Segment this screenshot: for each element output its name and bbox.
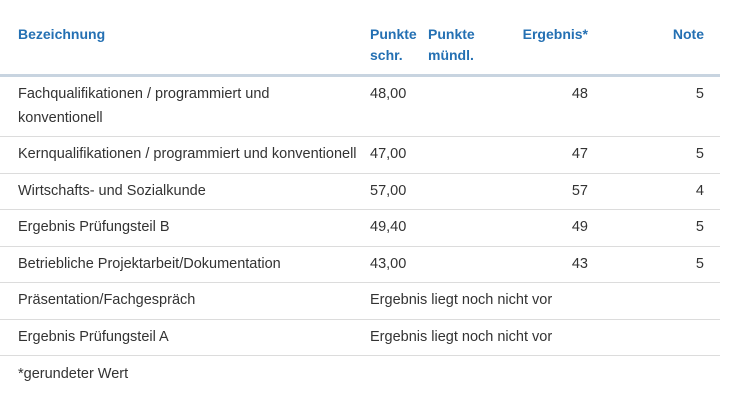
table-row-pending: Ergebnis Prüfungsteil A Ergebnis liegt n… (0, 319, 720, 356)
row-punkte-schr: 43,00 (364, 246, 422, 283)
column-header-punkte-muendl-line1: Punkte (428, 26, 475, 42)
table-row: Wirtschafts- und Sozialkunde 57,00 57 4 (0, 173, 720, 210)
column-header-ergebnis: Ergebnis* (497, 0, 594, 77)
footnote: *gerundeter Wert (18, 366, 129, 382)
row-note: 5 (594, 136, 720, 174)
column-header-punkte-schr-line1: Punkte (370, 26, 417, 42)
row-name: Präsentation/Fachgespräch (0, 282, 364, 320)
table-row: Fachqualifikationen / programmiert und k… (0, 75, 720, 137)
row-name: Ergebnis Prüfungsteil B (0, 209, 364, 247)
row-punkte-muendl (422, 246, 497, 283)
row-name: Wirtschafts- und Sozialkunde (0, 173, 364, 210)
row-name: Betriebliche Projektarbeit/Dokumentation (0, 246, 364, 283)
row-ergebnis: 57 (497, 173, 594, 210)
row-punkte-muendl (422, 136, 497, 174)
column-header-punkte-schr: Punkte schr. (364, 0, 422, 77)
row-name: Kernqualifikationen / programmiert und k… (0, 136, 364, 174)
row-punkte-schr: 48,00 (364, 75, 422, 137)
row-ergebnis: 49 (497, 209, 594, 247)
row-ergebnis: 43 (497, 246, 594, 283)
row-status-pending: Ergebnis liegt noch nicht vor (364, 319, 720, 356)
column-header-punkte-muendl: Punkte mündl. (422, 0, 497, 77)
table-row: Ergebnis Prüfungsteil B 49,40 49 5 (0, 209, 720, 247)
results-panel: Bezeichnung Punkte schr. Punkte mündl. Erg… (0, 0, 720, 382)
row-punkte-muendl (422, 209, 497, 247)
table-header-row: Bezeichnung Punkte schr. Punkte mündl. Erg… (0, 0, 720, 77)
table-row-pending: Präsentation/Fachgespräch Ergebnis liegt… (0, 282, 720, 320)
table-row: Kernqualifikationen / programmiert und k… (0, 136, 720, 174)
row-name: Ergebnis Prüfungsteil A (0, 319, 364, 356)
row-note: 4 (594, 173, 720, 210)
row-punkte-muendl (422, 75, 497, 137)
table-row: Betriebliche Projektarbeit/Dokumentation… (0, 246, 720, 283)
row-punkte-schr: 49,40 (364, 209, 422, 247)
exam-results-table: Bezeichnung Punkte schr. Punkte mündl. Erg… (0, 0, 720, 356)
row-punkte-muendl (422, 173, 497, 210)
row-note: 5 (594, 246, 720, 283)
row-ergebnis: 47 (497, 136, 594, 174)
column-header-punkte-schr-line2: schr. (370, 47, 403, 63)
row-name: Fachqualifikationen / programmiert und k… (0, 75, 364, 137)
row-note: 5 (594, 75, 720, 137)
row-punkte-schr: 47,00 (364, 136, 422, 174)
column-header-punkte-muendl-line2: mündl. (428, 47, 474, 63)
row-status-pending: Ergebnis liegt noch nicht vor (364, 282, 720, 320)
column-header-note: Note (594, 0, 720, 77)
row-punkte-schr: 57,00 (364, 173, 422, 210)
column-header-bezeichnung: Bezeichnung (0, 0, 364, 77)
row-note: 5 (594, 209, 720, 247)
row-ergebnis: 48 (497, 75, 594, 137)
